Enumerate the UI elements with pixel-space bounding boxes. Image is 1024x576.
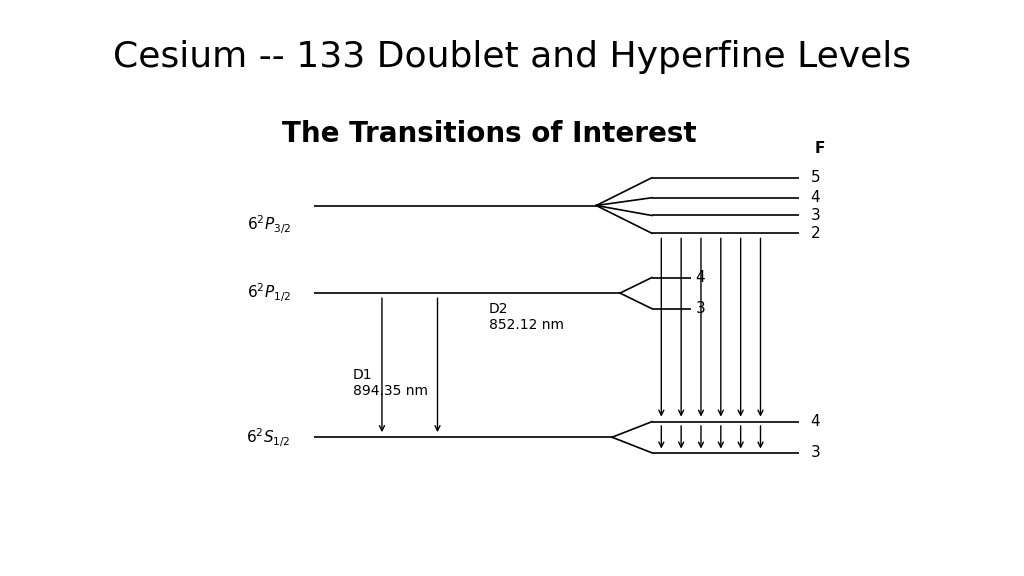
Text: 4: 4 — [811, 414, 820, 429]
Text: $6^2P_{1/2}$: $6^2P_{1/2}$ — [247, 282, 291, 305]
Text: Cesium -- 133 Doublet and Hyperfine Levels: Cesium -- 133 Doublet and Hyperfine Leve… — [113, 40, 911, 74]
Text: $6^2P_{3/2}$: $6^2P_{3/2}$ — [247, 213, 291, 236]
Text: 2: 2 — [811, 226, 820, 241]
Text: 3: 3 — [811, 208, 820, 223]
Text: F: F — [814, 142, 825, 157]
Text: 3: 3 — [695, 301, 706, 316]
Text: 4: 4 — [811, 190, 820, 205]
Text: 5: 5 — [811, 170, 820, 185]
Text: 3: 3 — [811, 445, 820, 460]
Text: $6^2S_{1/2}$: $6^2S_{1/2}$ — [246, 426, 291, 449]
Text: The Transitions of Interest: The Transitions of Interest — [282, 120, 696, 148]
Text: D1
894.35 nm: D1 894.35 nm — [352, 368, 428, 398]
Text: 4: 4 — [695, 270, 706, 285]
Text: D2
852.12 nm: D2 852.12 nm — [489, 302, 564, 332]
